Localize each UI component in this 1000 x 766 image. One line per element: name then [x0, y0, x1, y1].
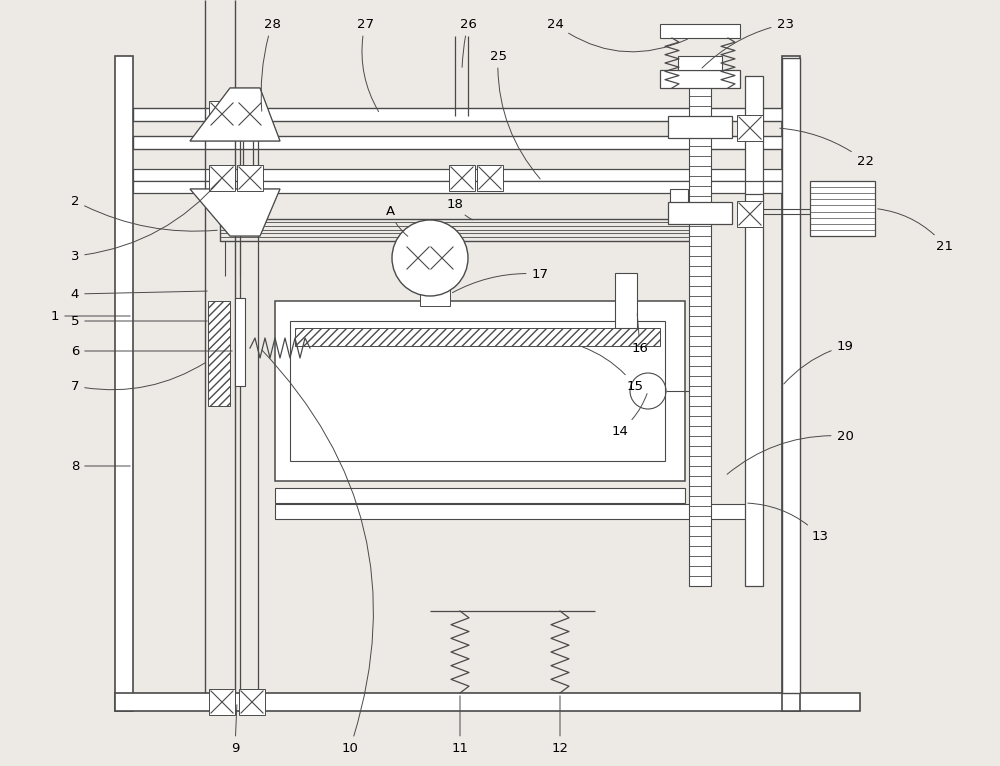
Text: 27: 27	[356, 18, 379, 112]
Text: 19: 19	[784, 339, 853, 384]
Text: 2: 2	[71, 195, 217, 231]
Bar	[208, 301, 230, 406]
Bar	[235, 298, 245, 386]
Bar	[782, 58, 800, 693]
Bar	[275, 301, 685, 481]
Text: 17: 17	[452, 267, 548, 293]
Bar	[275, 488, 685, 503]
Polygon shape	[190, 189, 280, 236]
Bar	[668, 116, 732, 138]
Bar	[115, 693, 860, 711]
Bar	[737, 115, 763, 141]
Bar	[420, 286, 450, 306]
Bar	[290, 321, 665, 461]
Text: 9: 9	[231, 705, 239, 755]
Bar	[237, 165, 263, 191]
Text: 10: 10	[262, 350, 373, 755]
Bar	[133, 181, 782, 193]
Text: 5: 5	[71, 315, 207, 328]
Bar	[689, 86, 711, 586]
Bar	[209, 165, 235, 191]
Text: 25: 25	[490, 50, 540, 179]
Text: A: A	[385, 205, 408, 236]
Text: 28: 28	[261, 18, 280, 111]
Bar	[745, 76, 763, 586]
Bar	[670, 189, 688, 219]
Bar	[449, 165, 475, 191]
Bar	[133, 169, 782, 181]
Bar	[133, 136, 782, 149]
Text: 22: 22	[780, 128, 874, 168]
Bar	[133, 108, 782, 121]
Bar	[220, 219, 700, 241]
Text: 18: 18	[447, 198, 472, 220]
Text: 4: 4	[71, 287, 207, 300]
Bar	[782, 56, 800, 711]
Bar	[737, 201, 763, 227]
Text: 26: 26	[460, 18, 476, 67]
Bar	[275, 504, 755, 519]
Text: 6: 6	[71, 345, 232, 358]
Bar	[660, 24, 740, 38]
Bar	[810, 181, 875, 236]
Bar	[405, 245, 431, 271]
Text: 21: 21	[878, 209, 953, 253]
Circle shape	[392, 220, 468, 296]
Text: 13: 13	[748, 503, 828, 542]
Text: 11: 11	[451, 696, 468, 755]
Text: 15: 15	[583, 347, 644, 392]
Bar	[239, 689, 265, 715]
Text: 12: 12	[552, 696, 568, 755]
Text: 7: 7	[71, 362, 206, 392]
Bar	[678, 56, 722, 70]
Bar	[615, 273, 637, 328]
Bar	[429, 245, 455, 271]
Bar	[209, 689, 235, 715]
Text: 23: 23	[702, 18, 794, 68]
Bar	[209, 101, 235, 127]
Text: 24: 24	[547, 18, 687, 52]
Bar	[237, 101, 263, 127]
Bar	[477, 165, 503, 191]
Bar	[668, 202, 732, 224]
Bar	[295, 328, 660, 346]
Text: 20: 20	[727, 430, 853, 474]
Text: 16: 16	[632, 314, 648, 355]
Text: 3: 3	[71, 180, 220, 263]
Text: 1: 1	[51, 309, 130, 322]
Text: 8: 8	[71, 460, 130, 473]
Polygon shape	[190, 88, 280, 141]
Text: 14: 14	[612, 394, 647, 437]
Bar	[660, 70, 740, 88]
Bar	[115, 56, 133, 711]
